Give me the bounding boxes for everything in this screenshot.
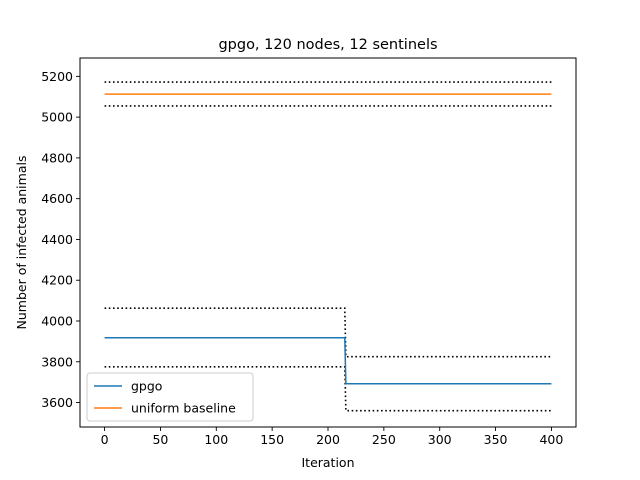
x-tick-label: 200 — [316, 432, 340, 447]
x-tick-label: 250 — [372, 432, 396, 447]
y-tick-label: 4800 — [41, 150, 73, 165]
legend-label: gpgo — [131, 379, 162, 394]
y-tick-label: 4000 — [41, 313, 73, 328]
y-tick-label: 3600 — [41, 395, 73, 410]
legend: gpgo uniform baseline — [86, 372, 254, 422]
y-tick-label: 4600 — [41, 191, 73, 206]
y-tick-label: 5200 — [41, 69, 73, 84]
x-axis: 0 50 100 150 200 250 300 350 400 — [101, 427, 563, 447]
x-tick-label: 100 — [204, 432, 228, 447]
y-axis: 3600 3800 4000 4200 4400 4600 4800 5000 5200 — [41, 69, 80, 410]
band-gpgo-upper — [104, 307, 552, 358]
y-axis-label: Number of infected animals — [14, 156, 29, 330]
chart-title: gpgo, 120 nodes, 12 sentinels — [218, 37, 437, 53]
y-tick-label: 5000 — [41, 110, 73, 125]
legend-box — [86, 372, 254, 422]
x-tick-label: 350 — [484, 432, 508, 447]
plot-area — [104, 81, 552, 412]
x-axis-label: Iteration — [301, 455, 354, 470]
y-tick-label: 3800 — [41, 354, 73, 369]
x-tick-label: 150 — [260, 432, 284, 447]
series-line-gpgo — [104, 336, 552, 385]
x-tick-label: 0 — [101, 432, 109, 447]
x-tick-label: 300 — [428, 432, 452, 447]
x-tick-label: 400 — [539, 432, 563, 447]
band-gpgo-lower — [104, 366, 552, 412]
legend-label: uniform baseline — [131, 401, 236, 416]
y-tick-label: 4200 — [41, 273, 73, 288]
axes-frame — [79, 57, 577, 428]
x-tick-label: 50 — [152, 432, 168, 447]
y-tick-label: 4400 — [41, 232, 73, 247]
